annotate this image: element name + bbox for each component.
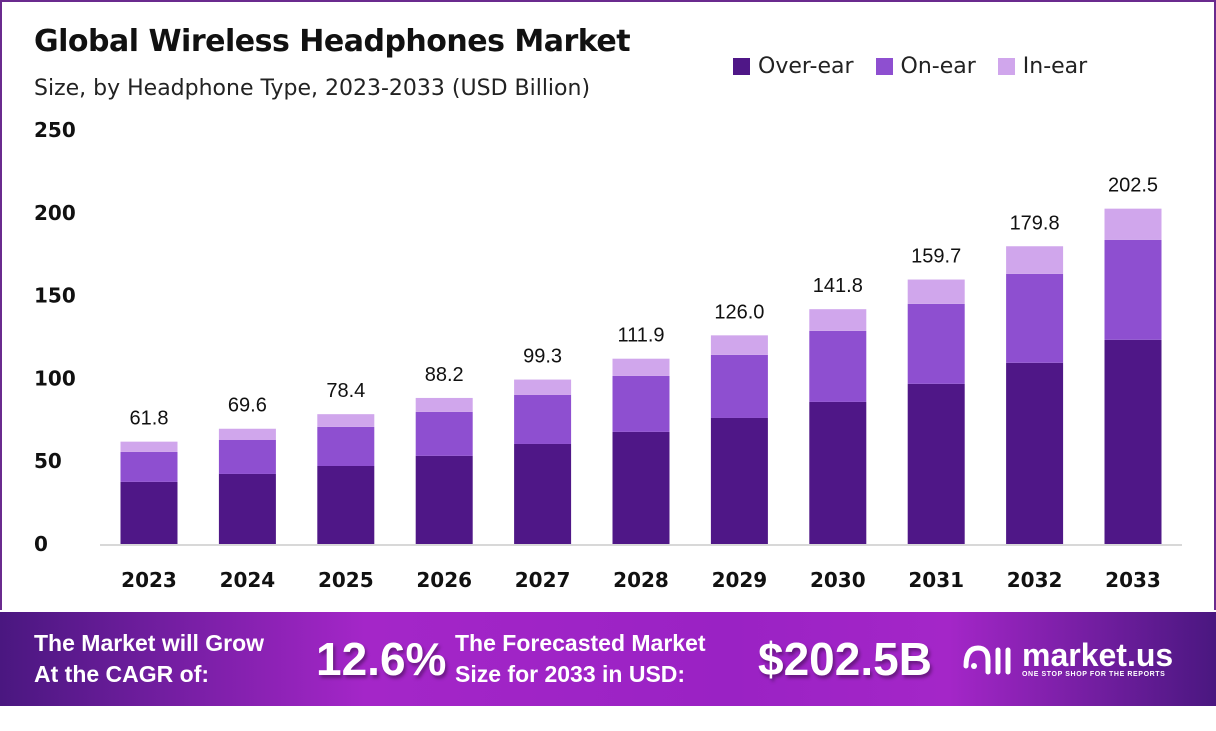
legend-swatch [997, 58, 1015, 75]
bar-in-ear-2033 [1104, 208, 1162, 240]
bar-on-ear-2032 [1006, 273, 1064, 363]
bar-on-ear-2023 [120, 451, 178, 482]
legend-item-on-ear: On-ear [875, 54, 976, 79]
x-tick-label: 2028 [613, 568, 669, 592]
data-label-total: 159.7 [911, 246, 961, 268]
cagr-label: The Market will Grow At the CAGR of: [34, 630, 265, 687]
logo-name: market.us [1022, 636, 1174, 673]
summary-banner: The Market will Grow At the CAGR of: 12.6… [0, 612, 1216, 706]
x-tick-label: 2023 [121, 568, 177, 592]
cagr-value: 12.6% [316, 633, 447, 685]
y-tick-label: 0 [34, 532, 48, 556]
bar-on-ear-2026 [415, 411, 473, 456]
y-tick-label: 50 [34, 449, 62, 473]
bar-in-ear-2024 [218, 428, 276, 441]
market-us-logo: market.us ONE STOP SHOP FOR THE REPORTS [962, 638, 1173, 678]
chart-subtitle: Size, by Headphone Type, 2023-2033 (USD … [34, 76, 591, 101]
bar-in-ear-2029 [710, 335, 768, 355]
x-tick-label: 2033 [1105, 568, 1161, 592]
x-tick-label: 2025 [318, 568, 374, 592]
bar-in-ear-2023 [120, 441, 178, 452]
data-label-total: 69.6 [228, 395, 267, 417]
bar-on-ear-2033 [1104, 239, 1162, 340]
logo-tagline: ONE STOP SHOP FOR THE REPORTS [1022, 670, 1166, 678]
forecast-label: The Forecasted Market Size for 2033 in US… [455, 630, 706, 687]
forecast-value: $202.5B [758, 633, 932, 685]
legend: Over-ear On-ear In-ear [733, 54, 1087, 79]
bar-on-ear-2030 [809, 330, 867, 402]
bar-in-ear-2025 [317, 414, 375, 427]
bar-on-ear-2029 [710, 354, 768, 418]
bar-over-ear-2030 [809, 401, 867, 544]
x-tick-label: 2027 [515, 568, 571, 592]
data-label-total: 78.4 [326, 380, 365, 402]
data-label-total: 99.3 [523, 346, 562, 368]
x-tick-label: 2030 [810, 568, 866, 592]
data-label-total: 61.8 [130, 408, 169, 430]
legend-swatch [733, 58, 750, 75]
chart-title: Global Wireless Headphones Market [34, 24, 631, 59]
x-tick-label: 2029 [712, 568, 768, 592]
logo-icon [963, 645, 1011, 675]
data-label-total: 179.8 [1010, 212, 1060, 234]
bar-on-ear-2031 [907, 303, 965, 384]
data-label-total: 202.5 [1108, 175, 1158, 197]
data-label-total: 88.2 [425, 364, 464, 386]
legend-label: Over-ear [758, 54, 854, 79]
bar-chart: 0 50 100 150 200 250 61.8 2023 69.6 2024 78.4 2025 8… [34, 118, 1182, 592]
bar-over-ear-2026 [415, 455, 473, 544]
bar-over-ear-2025 [317, 466, 375, 544]
bar-over-ear-2028 [612, 431, 670, 544]
bar-on-ear-2025 [317, 426, 375, 467]
bar-over-ear-2024 [218, 473, 276, 544]
x-tick-label: 2024 [220, 568, 276, 592]
chart-frame [0, 0, 1216, 610]
bar-in-ear-2031 [907, 279, 965, 304]
bar-over-ear-2032 [1006, 362, 1064, 544]
bar-in-ear-2030 [809, 309, 867, 331]
x-tick-label: 2026 [416, 568, 472, 592]
bar-in-ear-2026 [415, 397, 473, 412]
bar-in-ear-2027 [514, 379, 572, 395]
y-tick-label: 100 [34, 366, 76, 390]
bar-on-ear-2024 [218, 440, 276, 474]
bar-over-ear-2033 [1104, 339, 1162, 544]
legend-swatch [875, 58, 893, 75]
bar-over-ear-2023 [120, 481, 178, 544]
legend-item-in-ear: In-ear [997, 54, 1088, 79]
y-tick-label: 200 [34, 201, 76, 225]
bar-over-ear-2031 [907, 383, 965, 544]
bar-on-ear-2027 [514, 394, 572, 444]
x-tick-label: 2032 [1007, 568, 1063, 592]
data-label-total: 111.9 [617, 325, 664, 347]
bar-on-ear-2028 [612, 375, 670, 432]
data-label-total: 141.8 [813, 275, 863, 297]
data-label-total: 126.0 [714, 301, 764, 323]
y-tick-label: 250 [34, 118, 76, 142]
bar-over-ear-2027 [514, 443, 572, 544]
legend-label: In-ear [1022, 54, 1088, 79]
y-tick-label: 150 [34, 284, 76, 308]
legend-item-over-ear: Over-ear [733, 54, 854, 79]
bar-in-ear-2028 [612, 358, 670, 376]
bar-over-ear-2029 [710, 417, 768, 544]
legend-label: On-ear [900, 54, 976, 79]
x-tick-label: 2031 [908, 568, 964, 592]
bar-in-ear-2032 [1006, 246, 1064, 274]
